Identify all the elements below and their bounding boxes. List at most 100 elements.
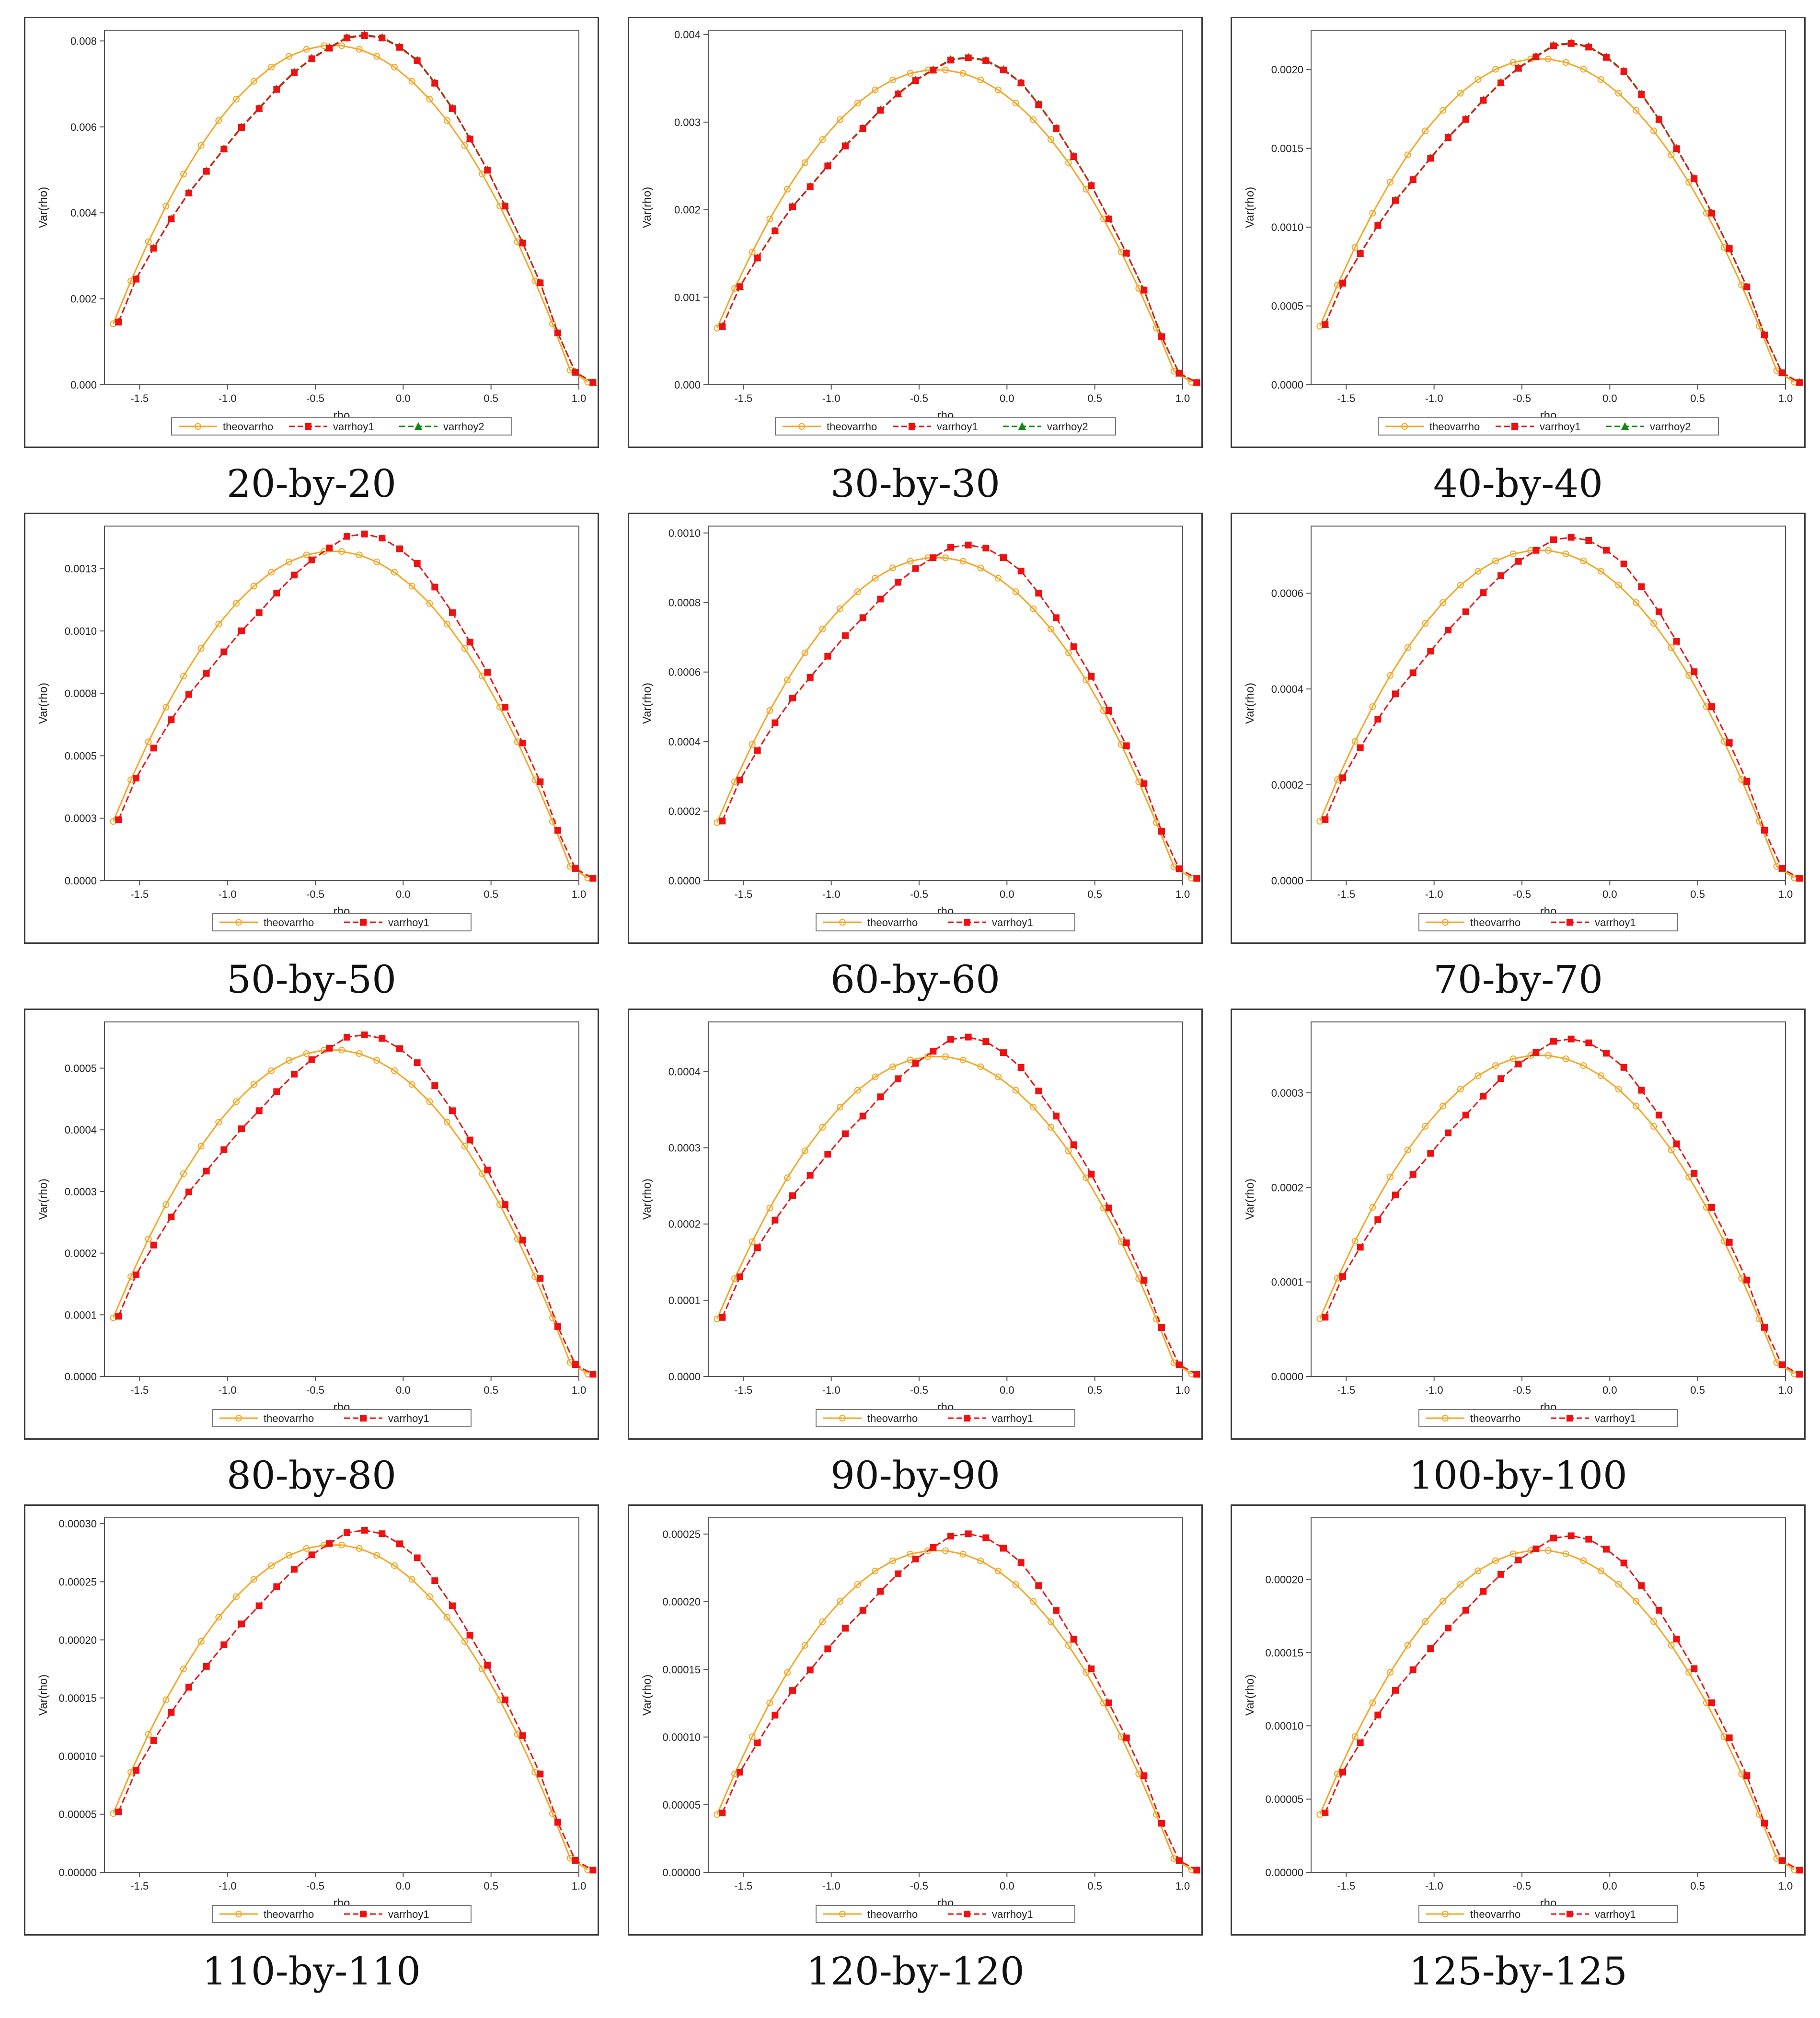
series-markers-varrhoy1 (719, 1033, 1200, 1378)
x-tick-label: -1.0 (822, 1384, 841, 1396)
x-tick-label: -1.5 (1337, 1880, 1355, 1892)
legend-marker-theovarrho (1442, 919, 1449, 926)
legend: theovarrho varrhoy1 (1418, 1905, 1678, 1923)
varrhoy1-point (1158, 333, 1165, 340)
varrhoy1-point (737, 1273, 743, 1281)
varrhoy1-point (466, 136, 473, 143)
y-tick-label: 0.006 (70, 121, 97, 133)
y-tick-label: 0.00030 (58, 1518, 97, 1530)
chart-panel: 0.0000 0.0002 0.0004 0.0006 -1.5 -1.0 -0.5 0.0 0… (1231, 513, 1806, 944)
x-tick-label: 0.0 (1000, 392, 1014, 404)
theovarrho-point (1509, 550, 1517, 558)
varrhoy1-point (1708, 1699, 1715, 1707)
varrhoy1-point (554, 1819, 561, 1826)
varrhoy1-point (1339, 774, 1346, 781)
theovarrho-point (479, 673, 486, 680)
y-axis-label: Var(rho) (1244, 187, 1256, 228)
legend-label-theovarrho: theovarrho (264, 1908, 314, 1920)
varrhoy1-point (1462, 608, 1469, 615)
legend: theovarrho varrhoy1 (1418, 1409, 1678, 1427)
series-line-varrhoy2 (117, 34, 594, 383)
varrhoy1-point (877, 1588, 884, 1595)
varrhoy1-point (220, 1146, 228, 1153)
line-chart: 0.0000 0.0002 0.0004 0.0006 0.0008 0.0010 -1.5… (641, 526, 1200, 931)
varrhoy1-point (982, 1038, 990, 1045)
theovarrho-point (1545, 56, 1552, 63)
theovarrho-point (356, 1545, 363, 1552)
varrhoy1-point (947, 544, 954, 551)
theovarrho-point (995, 574, 1002, 582)
varrhoy1-point (1070, 153, 1077, 160)
y-tick-label: 0.00020 (1265, 1573, 1303, 1585)
legend-marker-varrhoy1 (360, 1911, 367, 1917)
varrhoy1-point (1638, 583, 1645, 590)
varrhoy1-point (1106, 215, 1112, 222)
varrhoy1-point (1374, 1216, 1382, 1223)
varrhoy1-point (842, 1130, 849, 1137)
y-tick-label: 0.0010 (668, 527, 701, 539)
varrhoy1-point (1175, 369, 1183, 377)
legend-marker-varrhoy2 (1018, 422, 1026, 430)
varrhoy1-point (344, 1033, 350, 1041)
line-chart: 0.0000 0.0001 0.0002 0.0003 0.0004 -1.5 -1.0 -0… (641, 1021, 1200, 1427)
varrhoy1-point (519, 739, 526, 746)
theovarrho-point (180, 673, 187, 680)
varrhoy1-point (1761, 826, 1768, 834)
varrhoy1-point (737, 283, 743, 290)
legend-label-varrhoy2: varrhoy2 (1047, 421, 1088, 433)
varrhoy1-point (1140, 287, 1148, 294)
y-tick-label: 0.0000 (668, 1371, 701, 1383)
varrhoy1-point (1158, 1324, 1165, 1331)
theovarrho-point (1562, 59, 1569, 66)
varrhoy1-point (1017, 80, 1025, 87)
theovarrho-point (1048, 1618, 1054, 1625)
varrhoy1-point (273, 589, 280, 596)
varrhoy1-point (719, 817, 726, 825)
varrhoy1-point (1550, 1535, 1557, 1542)
y-tick-label: 0.0005 (65, 1063, 97, 1075)
varrhoy1-point (238, 627, 245, 634)
varrhoy1-point (1088, 1665, 1095, 1673)
varrhoy1-point (1603, 1050, 1610, 1057)
varrhoy1-point (1778, 1361, 1785, 1368)
theovarrho-point (801, 1147, 808, 1155)
varrhoy1-point (1123, 250, 1130, 257)
varrhoy1-point (1480, 1092, 1487, 1100)
series-markers-varrhoy1 (719, 1530, 1200, 1874)
varrhoy1-point (589, 875, 597, 882)
varrhoy1-point (1106, 707, 1112, 714)
theovarrho-point (1048, 1124, 1054, 1131)
varrhoy1-point (877, 596, 884, 603)
theovarrho-point (408, 1081, 415, 1088)
plot-frame (104, 1517, 579, 1873)
theovarrho-point (995, 1568, 1002, 1575)
varrhoy1-point (1357, 1739, 1364, 1746)
series-markers-theovarrho (714, 554, 1195, 882)
varrhoy1-point (1445, 627, 1451, 634)
theovarrho-point (959, 1550, 967, 1558)
y-tick-label: 0.0001 (65, 1309, 97, 1321)
varrhoy1-point (431, 1082, 438, 1089)
chart-caption: 30-by-30 (830, 461, 1001, 506)
varrhoy1-point (806, 1666, 814, 1674)
theovarrho-point (444, 620, 450, 628)
varrhoy1-point (982, 544, 990, 551)
line-chart: 0.00000 0.00005 0.00010 0.00015 0.00020 0.000… (641, 1517, 1200, 1923)
varrhoy1-point (414, 57, 421, 64)
theovarrho-point (924, 1053, 932, 1060)
varrhoy1-point (1000, 67, 1007, 74)
theovarrho-point (1083, 676, 1090, 684)
legend-label-theovarrho: theovarrho (1470, 1412, 1521, 1424)
varrhoy1-point (947, 1533, 954, 1540)
varrhoy1-point (1550, 1038, 1557, 1045)
x-tick-label: 1.0 (572, 1384, 587, 1396)
varrhoy1-point (308, 55, 315, 62)
x-tick-label: 0.5 (1690, 1384, 1705, 1396)
series-line-varrhoy1 (117, 1529, 594, 1871)
varrhoy1-point (1000, 554, 1007, 561)
varrhoy1-point (1673, 638, 1680, 645)
varrhoy1-point (895, 579, 901, 586)
series-line-varrhoy1 (1324, 536, 1800, 879)
varrhoy1-point (326, 1540, 333, 1547)
